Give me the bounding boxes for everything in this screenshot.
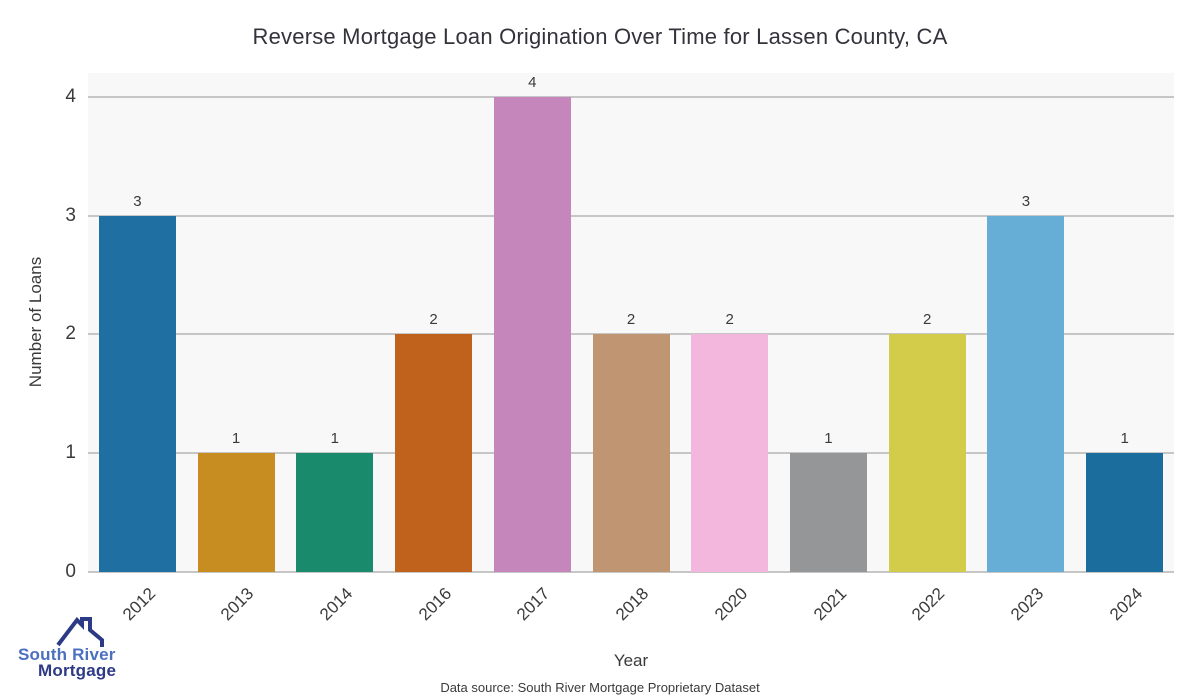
chart-title: Reverse Mortgage Loan Origination Over T… <box>252 24 948 49</box>
data-source-note: Data source: South River Mortgage Propri… <box>440 680 760 695</box>
y-tick-label-2: 2 <box>65 323 76 345</box>
bar-value-label-2022: 2 <box>923 311 932 329</box>
y-axis-title: Number of Loans <box>26 256 45 388</box>
x-tick-label-2023: 2023 <box>1007 584 1048 625</box>
bar-2024 <box>1086 453 1164 572</box>
logo-text-mortgage: Mortgage <box>38 661 117 680</box>
bar-value-label-2023: 3 <box>1021 192 1031 210</box>
bar-value-label-2013: 1 <box>231 430 241 448</box>
x-tick-label-2013: 2013 <box>217 584 258 625</box>
house-roof-icon <box>56 617 104 647</box>
bar-2021 <box>789 453 867 572</box>
gridline-y-0 <box>88 571 1174 573</box>
bar-2016 <box>395 334 473 572</box>
bar-value-label-2017: 4 <box>528 73 537 91</box>
bar-value-label-2012: 3 <box>133 192 142 210</box>
bar-2017 <box>493 96 571 572</box>
x-tick-label-2016: 2016 <box>414 584 455 625</box>
bar-value-label-2018: 2 <box>626 311 636 329</box>
bar-value-label-2020: 2 <box>725 311 734 329</box>
x-tick-label-2024: 2024 <box>1105 584 1147 625</box>
y-tick-label-0: 0 <box>65 561 76 582</box>
bar-2012 <box>98 215 176 572</box>
bar-value-label-2024: 1 <box>1120 430 1129 448</box>
y-tick-label-4: 4 <box>65 85 76 107</box>
bar-value-label-2014: 1 <box>330 430 339 448</box>
south-river-mortgage-logo: South River Mortgage <box>18 616 138 688</box>
x-tick-label-2022: 2022 <box>908 584 949 625</box>
x-axis-title: Year <box>613 651 649 670</box>
y-tick-label-3: 3 <box>65 204 76 226</box>
x-tick-label-2018: 2018 <box>612 584 653 625</box>
bar-value-label-2016: 2 <box>429 311 438 329</box>
x-tick-label-2017: 2017 <box>513 584 554 625</box>
logo-text-south-river: South River <box>18 645 116 664</box>
bar-value-label-2021: 1 <box>824 430 833 448</box>
y-tick-label-1: 1 <box>65 442 76 464</box>
bar-2018 <box>592 334 670 572</box>
bar-2014 <box>296 453 374 572</box>
x-tick-label-2021: 2021 <box>809 584 850 625</box>
x-tick-label-2014: 2014 <box>316 584 357 625</box>
x-tick-label-2020: 2020 <box>710 584 752 625</box>
gridline-y-3 <box>88 214 1174 217</box>
bar-2013 <box>197 453 275 572</box>
bar-2023 <box>987 215 1065 572</box>
bar-2022 <box>888 334 966 572</box>
bar-2020 <box>691 334 769 572</box>
gridline-y-4 <box>88 95 1174 98</box>
